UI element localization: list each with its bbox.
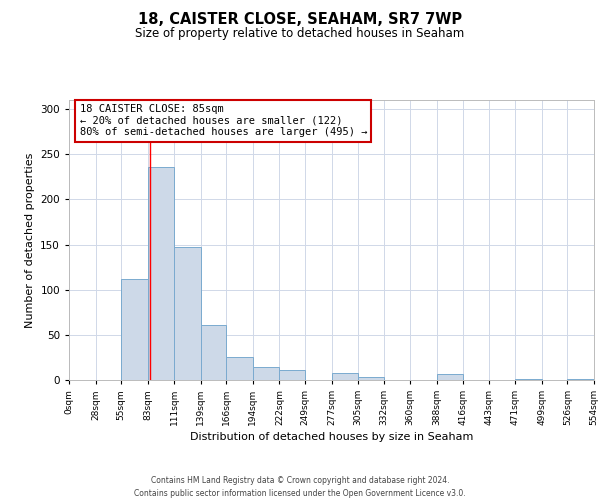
Bar — [226, 358, 253, 380]
Bar — [515, 379, 542, 380]
Bar — [148, 167, 174, 380]
Bar — [331, 373, 358, 380]
Bar — [174, 247, 201, 380]
Bar — [437, 374, 463, 380]
X-axis label: Distribution of detached houses by size in Seaham: Distribution of detached houses by size … — [190, 432, 473, 442]
Bar — [121, 279, 148, 380]
Text: Size of property relative to detached houses in Seaham: Size of property relative to detached ho… — [136, 28, 464, 40]
Text: 18, CAISTER CLOSE, SEAHAM, SR7 7WP: 18, CAISTER CLOSE, SEAHAM, SR7 7WP — [138, 12, 462, 28]
Bar — [358, 378, 383, 380]
Text: Contains HM Land Registry data © Crown copyright and database right 2024.
Contai: Contains HM Land Registry data © Crown c… — [134, 476, 466, 498]
Bar — [280, 370, 305, 380]
Bar — [568, 379, 594, 380]
Y-axis label: Number of detached properties: Number of detached properties — [25, 152, 35, 328]
Bar — [201, 325, 226, 380]
Text: 18 CAISTER CLOSE: 85sqm
← 20% of detached houses are smaller (122)
80% of semi-d: 18 CAISTER CLOSE: 85sqm ← 20% of detache… — [79, 104, 367, 138]
Bar — [253, 368, 280, 380]
